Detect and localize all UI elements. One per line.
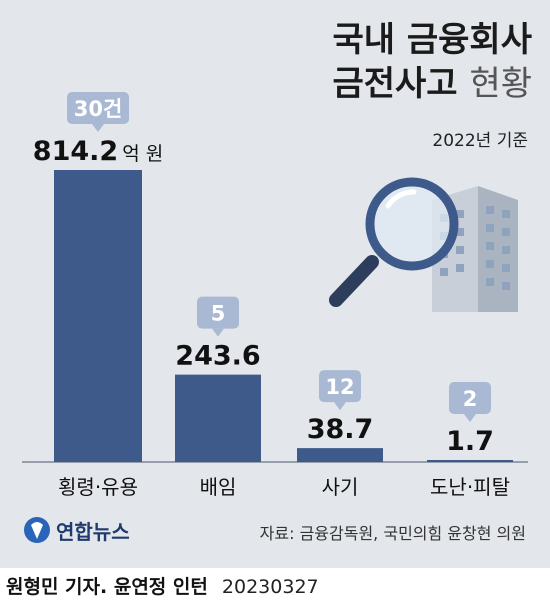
count-label: 2 [463, 387, 478, 411]
count-badge [319, 370, 361, 403]
logo: 연합뉴스 [22, 510, 130, 550]
title-light: 현황 [469, 64, 532, 104]
source-note: 자료: 금융감독원, 국민의힘 윤창현 의원 [259, 524, 526, 543]
chart-title-line2: 금전사고 현황 [332, 64, 532, 104]
count-label: 30건 [74, 97, 123, 121]
count-label: 12 [325, 375, 354, 399]
bar [427, 460, 513, 462]
bar [175, 374, 261, 462]
chart-title-line1: 국내 금융회사 [332, 20, 532, 60]
count-label: 5 [211, 302, 226, 326]
count-badge [197, 296, 239, 329]
credit-line: 원형민 기자. 윤연정 인턴 20230327 [6, 572, 319, 599]
yonhap-logo-icon [24, 517, 50, 543]
count-badge [449, 382, 491, 414]
magnifier-icon [329, 177, 459, 307]
badge-pointer [92, 124, 104, 132]
basis-year: 2022년 기준 [432, 131, 528, 151]
value-label: 38.7 [307, 414, 374, 445]
badge-pointer [212, 328, 224, 337]
bar [54, 170, 142, 462]
badge-pointer [464, 414, 476, 422]
badge-pointer [334, 402, 346, 411]
building-illustration [432, 186, 518, 312]
value-label: 814.2 억 원 [33, 136, 163, 167]
logo-text: 연합뉴스 [56, 519, 130, 544]
count-badge [67, 92, 129, 124]
category-label: 사기 [322, 475, 359, 499]
value-label: 243.6 [175, 341, 260, 372]
credit-name: 원형민 기자. 윤연정 인턴 [6, 576, 208, 598]
credit-date: 20230327 [221, 576, 319, 598]
category-label: 횡령·유용 [58, 475, 138, 499]
title-bold: 금전사고 [332, 64, 458, 104]
bar [297, 448, 383, 462]
value-label: 1.7 [446, 426, 494, 457]
category-label: 배임 [200, 475, 237, 499]
category-label: 도난·피탈 [430, 475, 510, 499]
